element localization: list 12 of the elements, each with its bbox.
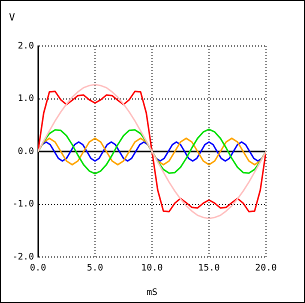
- y-tick-label: 1.0: [18, 94, 34, 104]
- x-tick-label: 15.0: [198, 264, 220, 274]
- x-tick-label: 20.0: [255, 264, 277, 274]
- x-tick-label: 5.0: [86, 264, 104, 274]
- y-axis-title: V: [9, 12, 16, 24]
- y-tick-label: -2.0: [12, 252, 34, 262]
- y-tick-label: 0.0: [18, 146, 34, 157]
- y-tick-label: -1.0: [12, 200, 34, 210]
- x-axis-title: mS: [146, 288, 158, 298]
- x-tick-label: 0.0: [30, 264, 46, 274]
- x-tick-label: 10.0: [141, 264, 163, 274]
- y-tick-label: 2.0: [18, 41, 34, 52]
